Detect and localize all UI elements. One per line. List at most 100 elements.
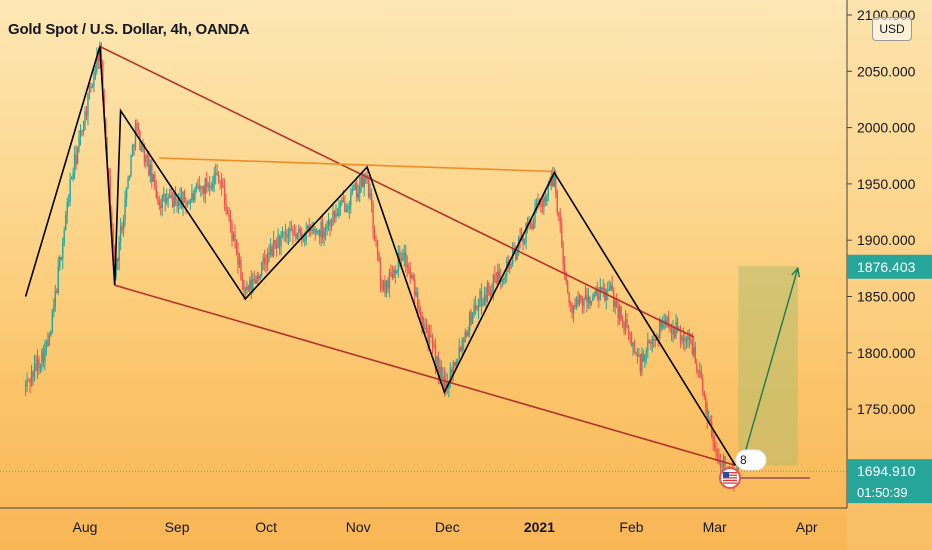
x-tick-label: Sep: [165, 519, 190, 535]
candle-body: [595, 288, 597, 295]
candle-body: [41, 350, 43, 367]
candle-body: [382, 280, 385, 290]
candle-body: [483, 294, 486, 304]
candle: [167, 193, 169, 209]
candle: [292, 225, 294, 244]
candle-body: [112, 230, 114, 248]
candle-body: [142, 146, 144, 149]
candle-body: [165, 198, 168, 203]
projection-arrowhead: [791, 266, 801, 278]
candle-body: [226, 210, 229, 215]
candle-body: [400, 258, 403, 261]
candle-body: [434, 346, 437, 369]
candle: [94, 64, 97, 80]
candle: [593, 291, 596, 300]
candle-body: [710, 422, 713, 437]
candle: [393, 266, 395, 279]
candle: [651, 335, 653, 353]
candle-body: [314, 229, 316, 234]
candle-body: [620, 306, 622, 321]
candle: [480, 283, 483, 315]
candle-body: [636, 355, 639, 357]
candle: [266, 247, 269, 272]
candle-body: [419, 312, 422, 316]
candle: [568, 291, 570, 308]
candle: [445, 371, 447, 396]
candle-body: [672, 327, 674, 334]
us-flag-event-icon[interactable]: [719, 467, 741, 489]
candle: [72, 167, 74, 182]
candle-body: [201, 186, 204, 188]
candle-body: [546, 196, 548, 202]
candle: [534, 199, 536, 229]
candle-body: [708, 418, 710, 421]
candle: [152, 173, 155, 183]
candle-body: [651, 339, 653, 344]
candle: [589, 296, 591, 310]
candle-body: [36, 359, 39, 371]
candle-body: [345, 209, 348, 213]
candle-body: [644, 354, 646, 362]
candle: [664, 313, 667, 329]
candle: [359, 176, 361, 203]
candle-body: [167, 197, 169, 199]
x-tick-label: 2021: [524, 519, 555, 535]
candle: [641, 347, 643, 377]
currency-button[interactable]: USD: [872, 17, 912, 41]
candle: [217, 170, 220, 185]
candle-body: [397, 252, 400, 271]
candle-body: [45, 341, 48, 348]
candle-body: [370, 193, 373, 204]
candle-body: [361, 176, 364, 188]
candle-body: [344, 201, 346, 213]
x-tick-label: Apr: [796, 519, 818, 535]
candle: [192, 190, 195, 203]
candle-body: [393, 270, 395, 279]
candle-body: [418, 309, 420, 313]
candle: [157, 191, 159, 205]
candle: [483, 286, 486, 306]
candle: [45, 339, 48, 356]
candle: [667, 310, 670, 329]
candle: [645, 347, 648, 365]
candle: [627, 324, 630, 341]
candle-body: [479, 291, 481, 300]
event-count-badge[interactable]: 8: [735, 449, 767, 471]
candle-body: [724, 456, 726, 474]
candle: [179, 187, 181, 209]
candle-body: [125, 187, 128, 199]
candle: [602, 279, 604, 298]
candle: [501, 279, 503, 288]
candle: [406, 255, 408, 278]
candle-body: [474, 304, 477, 310]
candle-body: [702, 378, 704, 391]
candle-body: [624, 318, 627, 331]
candle-body: [632, 342, 634, 347]
candle-body: [598, 296, 600, 300]
candle-body: [42, 350, 45, 362]
candle-body: [387, 280, 389, 289]
candle-body: [85, 111, 88, 116]
candle: [188, 199, 190, 205]
candle: [442, 367, 444, 387]
candle-body: [39, 366, 42, 369]
candle: [553, 167, 555, 188]
candle-body: [473, 304, 475, 316]
candle-body: [243, 279, 245, 291]
candle: [586, 287, 588, 313]
candle: [431, 333, 434, 354]
candle: [91, 83, 94, 89]
candle: [379, 257, 382, 293]
candle-body: [427, 328, 429, 344]
candle-body: [203, 186, 205, 194]
candle-body: [492, 274, 495, 291]
candle-body: [681, 336, 683, 342]
candle: [145, 153, 147, 169]
candle: [271, 243, 273, 258]
candle: [173, 190, 175, 214]
candle-body: [78, 136, 80, 148]
candle: [590, 300, 593, 306]
candle-body: [261, 261, 263, 276]
